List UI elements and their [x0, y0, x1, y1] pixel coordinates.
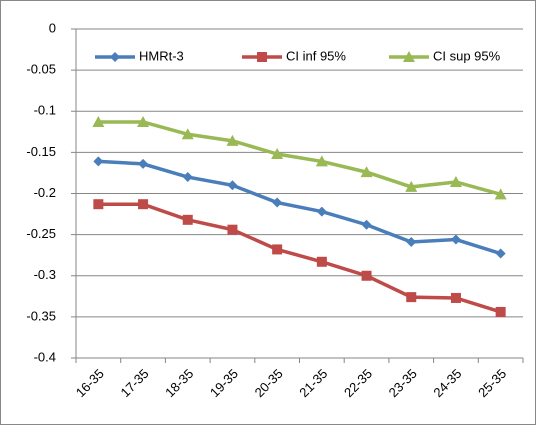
marker	[272, 244, 283, 255]
y-tick-label: -0.2	[34, 185, 56, 200]
series-line	[98, 202, 502, 314]
marker	[181, 128, 194, 140]
y-tick-label: -0.35	[26, 308, 56, 323]
marker	[182, 172, 193, 183]
marker	[316, 256, 327, 267]
marker	[182, 214, 193, 225]
marker	[316, 206, 327, 217]
marker	[450, 292, 461, 303]
marker	[93, 199, 104, 210]
series-line	[98, 120, 502, 197]
legend-label: HMRt-3	[139, 48, 184, 63]
marker	[110, 52, 120, 62]
y-tick-label: -0.1	[34, 103, 56, 118]
marker	[361, 219, 372, 230]
marker	[93, 156, 104, 167]
y-tick-label: -0.4	[34, 349, 56, 364]
marker	[271, 148, 284, 160]
marker	[494, 188, 507, 200]
series-line	[98, 159, 502, 256]
marker	[406, 292, 417, 303]
marker	[227, 180, 238, 191]
marker	[361, 270, 372, 281]
marker	[360, 166, 373, 178]
marker	[257, 52, 267, 62]
marker	[315, 155, 328, 167]
marker	[227, 224, 238, 235]
y-tick-label: -0.15	[26, 144, 56, 159]
marker	[495, 306, 506, 317]
marker	[92, 115, 105, 127]
legend-label: CI inf 95%	[286, 48, 346, 63]
marker	[403, 51, 415, 62]
y-tick-label: 0	[49, 20, 56, 35]
y-tick-label: -0.25	[26, 226, 56, 241]
marker	[405, 180, 418, 192]
legend-label: CI sup 95%	[433, 48, 501, 63]
marker	[406, 237, 417, 248]
marker	[495, 248, 506, 259]
y-tick-label: -0.3	[34, 267, 56, 282]
marker	[137, 115, 150, 127]
marker	[138, 199, 149, 210]
marker	[272, 197, 283, 208]
marker	[450, 234, 461, 245]
marker	[226, 134, 239, 146]
marker	[138, 158, 149, 169]
marker	[449, 175, 462, 187]
y-tick-label: -0.05	[26, 62, 56, 77]
